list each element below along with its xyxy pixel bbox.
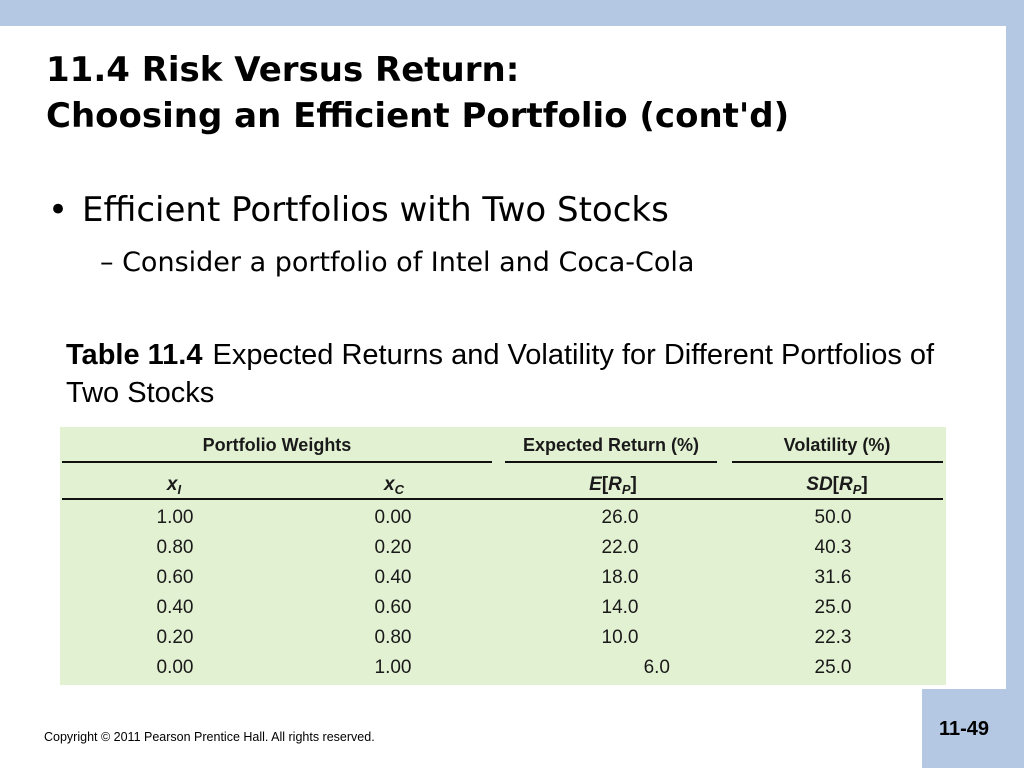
cell-r2-sd: 31.6 (814, 567, 852, 588)
cell-r1-er: 22.0 (601, 537, 639, 558)
slide-title-line-2: Choosing an Efficient Portfolio (cont'd) (46, 96, 790, 136)
subheader-volatility-symbol: SD (806, 474, 833, 495)
cell-r3-xc: 0.60 (374, 597, 412, 618)
portfolio-table: Portfolio Weights Expected Return (%) Vo… (60, 427, 946, 685)
top-decorative-band (0, 0, 1024, 26)
cell-r5-er-value: 6.0 (643, 657, 670, 678)
subheader-x-intel-subscript: I (177, 482, 182, 497)
header-expected-return: Expected Return (%) (522, 435, 700, 455)
cell-r5-xc: 1.00 (374, 657, 412, 678)
table-caption-text: Expected Returns and Volatility for Diff… (66, 339, 935, 409)
cell-r2-xc: 0.40 (374, 567, 412, 588)
slide-title: 11.4 Risk Versus Return: Choosing an Eff… (46, 47, 789, 139)
table-caption: Table 11.4 Expected Returns and Volatilit… (66, 336, 946, 412)
cell-r4-sd: 22.3 (814, 627, 852, 648)
cell-r3-xi: 0.40 (156, 597, 194, 618)
cell-r1-sd: 40.3 (814, 537, 852, 558)
subheader-x-intel: xI (124, 474, 224, 496)
cell-r4-xc: 0.80 (374, 627, 412, 648)
table-caption-label: Table 11.4 (66, 339, 203, 371)
slide-number-box (922, 689, 1006, 768)
cell-r0-xc: 0.00 (374, 507, 412, 528)
cell-r2-er: 18.0 (601, 567, 639, 588)
cell-r1-xi: 0.80 (156, 537, 194, 558)
cell-r1-xc: 0.20 (374, 537, 412, 558)
header-rule-expected-return (505, 461, 717, 463)
subheader-expected-return-subscript: P (621, 482, 631, 497)
cell-r5-xi: 0.00 (156, 657, 194, 678)
cell-r0-er: 26.0 (601, 507, 639, 528)
subheader-x-coca-cola-symbol: x (384, 474, 395, 495)
cell-r4-er: 10.0 (601, 627, 639, 648)
cell-r3-sd: 25.0 (814, 597, 852, 618)
header-volatility: Volatility (%) (783, 435, 891, 455)
subheader-volatility-inner: R (839, 474, 853, 495)
subheader-expected-return-rp: E[RP] (533, 474, 693, 496)
bullet-item: • Efficient Portfolios with Two Stocks (48, 189, 669, 231)
subheader-expected-return-open: [ (601, 474, 609, 495)
slide-number: 11-49 (938, 718, 990, 740)
subheader-volatility-close: ] (861, 474, 868, 495)
subheader-expected-return-symbol: E (589, 474, 602, 495)
copyright-footer: Copyright © 2011 Pearson Prentice Hall. … (44, 730, 375, 744)
subheader-x-coca-cola-subscript: C (394, 482, 404, 497)
header-portfolio-weights: Portfolio Weights (202, 435, 352, 455)
cell-r0-xi: 1.00 (156, 507, 194, 528)
cell-r5-sd: 25.0 (814, 657, 852, 678)
subheader-volatility-sd-rp: SD[RP] (757, 474, 917, 496)
slide-title-line-1: 11.4 Risk Versus Return: (46, 50, 520, 90)
subheader-rule-top (62, 498, 943, 500)
subbullet-text: – Consider a portfolio of Intel and Coca… (100, 247, 695, 278)
subheader-volatility-subscript: P (852, 482, 862, 497)
cell-r3-er: 14.0 (601, 597, 639, 618)
subheader-expected-return-close: ] (630, 474, 637, 495)
subheader-expected-return-inner: R (608, 474, 622, 495)
cell-r2-xi: 0.60 (156, 567, 194, 588)
right-decorative-band (1006, 0, 1024, 768)
cell-r5-er: 6.0 (570, 657, 670, 679)
header-rule-weights (62, 461, 492, 463)
subheader-volatility-open: [ (832, 474, 839, 495)
cell-r0-sd: 50.0 (814, 507, 852, 528)
bullet-text: Efficient Portfolios with Two Stocks (82, 190, 669, 230)
subheader-x-intel-symbol: x (166, 474, 178, 495)
bullet-marker: • (48, 190, 69, 230)
header-rule-volatility (732, 461, 943, 463)
cell-r4-xi: 0.20 (156, 627, 194, 648)
subheader-x-coca-cola: xC (344, 474, 444, 496)
